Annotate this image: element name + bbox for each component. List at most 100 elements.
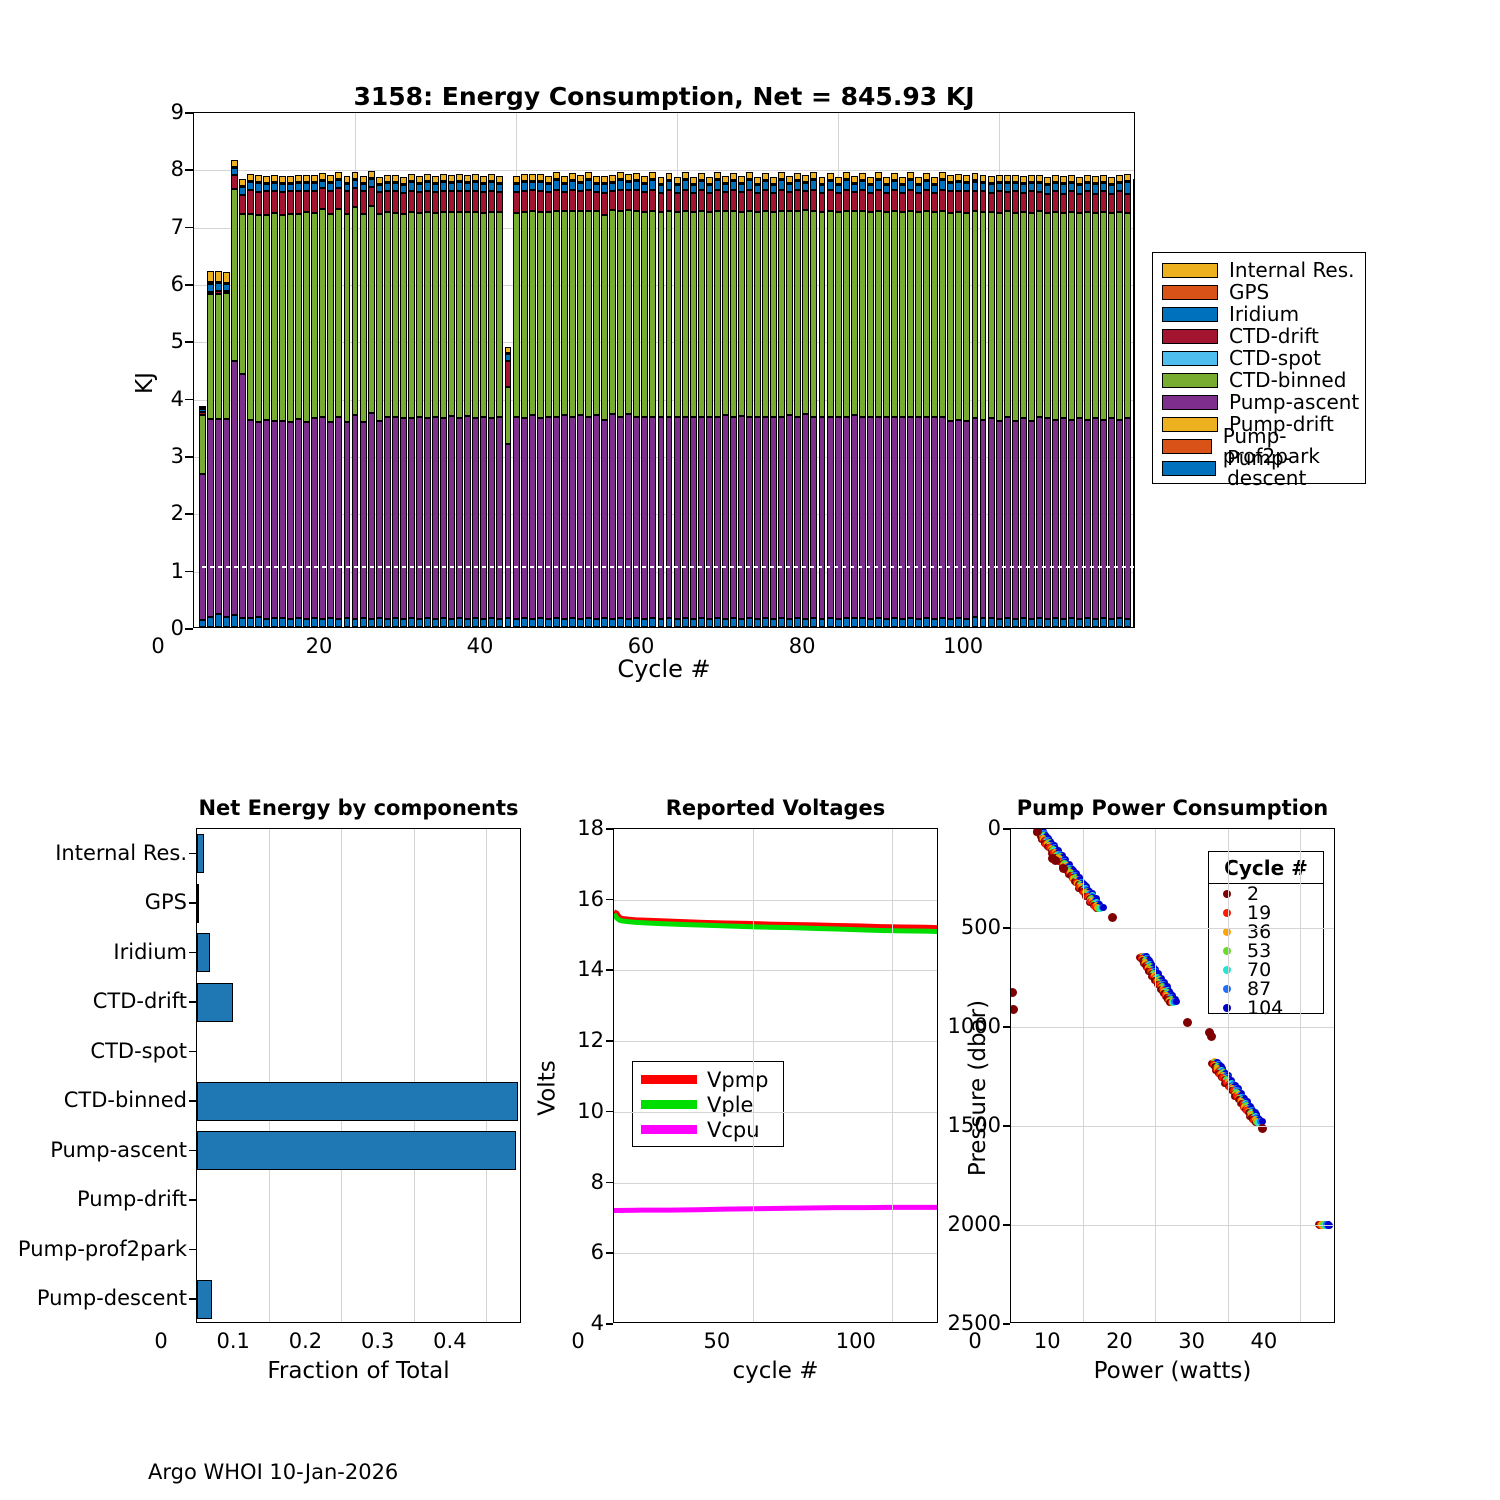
- bar-segment: [995, 420, 1003, 619]
- bar-segment: [198, 415, 206, 474]
- bar-segment: [585, 180, 592, 190]
- legend-swatch: [1162, 350, 1218, 366]
- bar-segment: [367, 412, 375, 619]
- bar-segment: [391, 417, 399, 619]
- stacked-bar: [971, 113, 979, 627]
- y-tick-label: 5: [170, 329, 184, 354]
- category-label: Internal Res.: [55, 840, 187, 865]
- bar-segment: [665, 211, 673, 417]
- tick-mark: [185, 456, 193, 458]
- bar-segment: [963, 420, 971, 619]
- voltage-legend-item-0[interactable]: Vpmp: [633, 1067, 783, 1092]
- bar-segment: [399, 417, 407, 619]
- bar-segment: [979, 181, 987, 184]
- bar-segment: [673, 183, 681, 186]
- pump-legend-item-6[interactable]: 104: [1209, 997, 1323, 1019]
- bar-segment: [1124, 213, 1132, 419]
- bar-segment: [1100, 182, 1108, 191]
- stacked-bar: [834, 113, 842, 627]
- bar-segment: [729, 211, 737, 417]
- legend-item-0[interactable]: Internal Res.: [1153, 259, 1365, 281]
- stacked-bar: [593, 113, 601, 627]
- bar-segment: [939, 180, 947, 190]
- bar-segment: [544, 212, 552, 417]
- main-chart-x-ticks: 0 20 40 60 80 100: [151, 634, 1135, 664]
- category-label: GPS: [144, 890, 187, 915]
- legend-item-2[interactable]: Iridium: [1153, 303, 1365, 325]
- stacked-bar: [375, 113, 383, 627]
- legend-item-5[interactable]: CTD-binned: [1153, 369, 1365, 391]
- stacked-bar: [424, 113, 431, 627]
- bar-segment: [609, 210, 617, 415]
- bar-segment: [609, 174, 617, 182]
- stacked-bar: [214, 113, 222, 627]
- bar-segment: [343, 175, 351, 183]
- bar-segment: [214, 293, 222, 419]
- stacked-bar: [367, 113, 375, 627]
- bar-segment: [496, 618, 504, 627]
- stacked-bar: [415, 113, 423, 627]
- tick-mark: [606, 1181, 613, 1184]
- pump-legend-item-5[interactable]: 87: [1209, 978, 1323, 1000]
- bar-segment: [633, 179, 641, 182]
- bar-segment: [440, 190, 448, 213]
- tick-mark: [189, 1248, 196, 1251]
- stacked-bar: [520, 113, 528, 627]
- bar-segment: [770, 212, 778, 417]
- bar-segment: [665, 179, 673, 182]
- legend-item-7[interactable]: Pump-drift: [1153, 413, 1365, 435]
- bar-segment: [568, 618, 576, 627]
- bar-segment: [665, 416, 673, 619]
- pump-legend-item-2[interactable]: 36: [1209, 921, 1323, 943]
- stacked-bar: [399, 113, 407, 627]
- voltage-legend-item-2[interactable]: Vcpu: [633, 1117, 783, 1142]
- legend-item-9[interactable]: Pump-descent: [1153, 448, 1365, 488]
- pump-legend-item-4[interactable]: 70: [1209, 959, 1323, 981]
- bar-segment: [560, 211, 568, 416]
- legend-item-4[interactable]: CTD-spot: [1153, 347, 1365, 369]
- voltage-legend-item-1[interactable]: Vple: [633, 1092, 783, 1117]
- stacked-bar: [335, 113, 343, 627]
- bar-segment: [1003, 181, 1011, 184]
- legend-item-3[interactable]: CTD-drift: [1153, 325, 1365, 347]
- stacked-bar: [472, 113, 480, 627]
- bar-segment: [890, 211, 898, 417]
- x-tick-label: 80: [788, 634, 816, 658]
- voltages-legend[interactable]: Vpmp Vple Vcpu: [632, 1061, 784, 1147]
- y-tick-label: 7: [170, 214, 184, 239]
- stacked-bar: [770, 113, 778, 627]
- pump-power-legend[interactable]: Cycle # 2 19 36 53 70 87 104: [1208, 851, 1324, 1019]
- bar-segment: [746, 172, 753, 180]
- bar-segment: [705, 618, 713, 627]
- legend-item-1[interactable]: GPS: [1153, 281, 1365, 303]
- bar-segment: [496, 182, 504, 185]
- bar-segment: [890, 172, 898, 180]
- bar-segment: [512, 183, 520, 186]
- bar-segment: [262, 214, 270, 421]
- bar-segment: [287, 213, 295, 423]
- bar-segment: [279, 618, 287, 627]
- main-chart-legend[interactable]: Internal Res. GPS Iridium CTD-drift CTD-spot…: [1152, 252, 1366, 488]
- bar-segment: [778, 211, 786, 417]
- bar-segment: [705, 176, 713, 184]
- bar-segment: [762, 189, 770, 212]
- bar-segment: [528, 210, 536, 415]
- stacked-bar: [238, 113, 246, 627]
- voltage-series-Vcpu: [614, 1204, 937, 1214]
- bar-segment: [657, 184, 665, 193]
- bar-segment: [882, 183, 890, 186]
- bar-segment: [738, 184, 745, 193]
- legend-item-6[interactable]: Pump-ascent: [1153, 391, 1365, 413]
- bar-segment: [907, 416, 915, 619]
- pump-legend-item-3[interactable]: 53: [1209, 940, 1323, 962]
- pump-legend-item-0[interactable]: 2: [1209, 883, 1323, 905]
- category-label: Iridium: [113, 939, 187, 964]
- pump-legend-item-1[interactable]: 19: [1209, 902, 1323, 924]
- stacked-bar: [295, 113, 303, 627]
- bar-segment: [754, 416, 762, 619]
- bar-segment: [673, 184, 681, 193]
- bar-segment: [585, 189, 592, 212]
- bar-segment: [826, 416, 834, 619]
- legend-item-8[interactable]: Pump-prof2park: [1153, 426, 1365, 466]
- y-tick-label: 3: [170, 444, 184, 468]
